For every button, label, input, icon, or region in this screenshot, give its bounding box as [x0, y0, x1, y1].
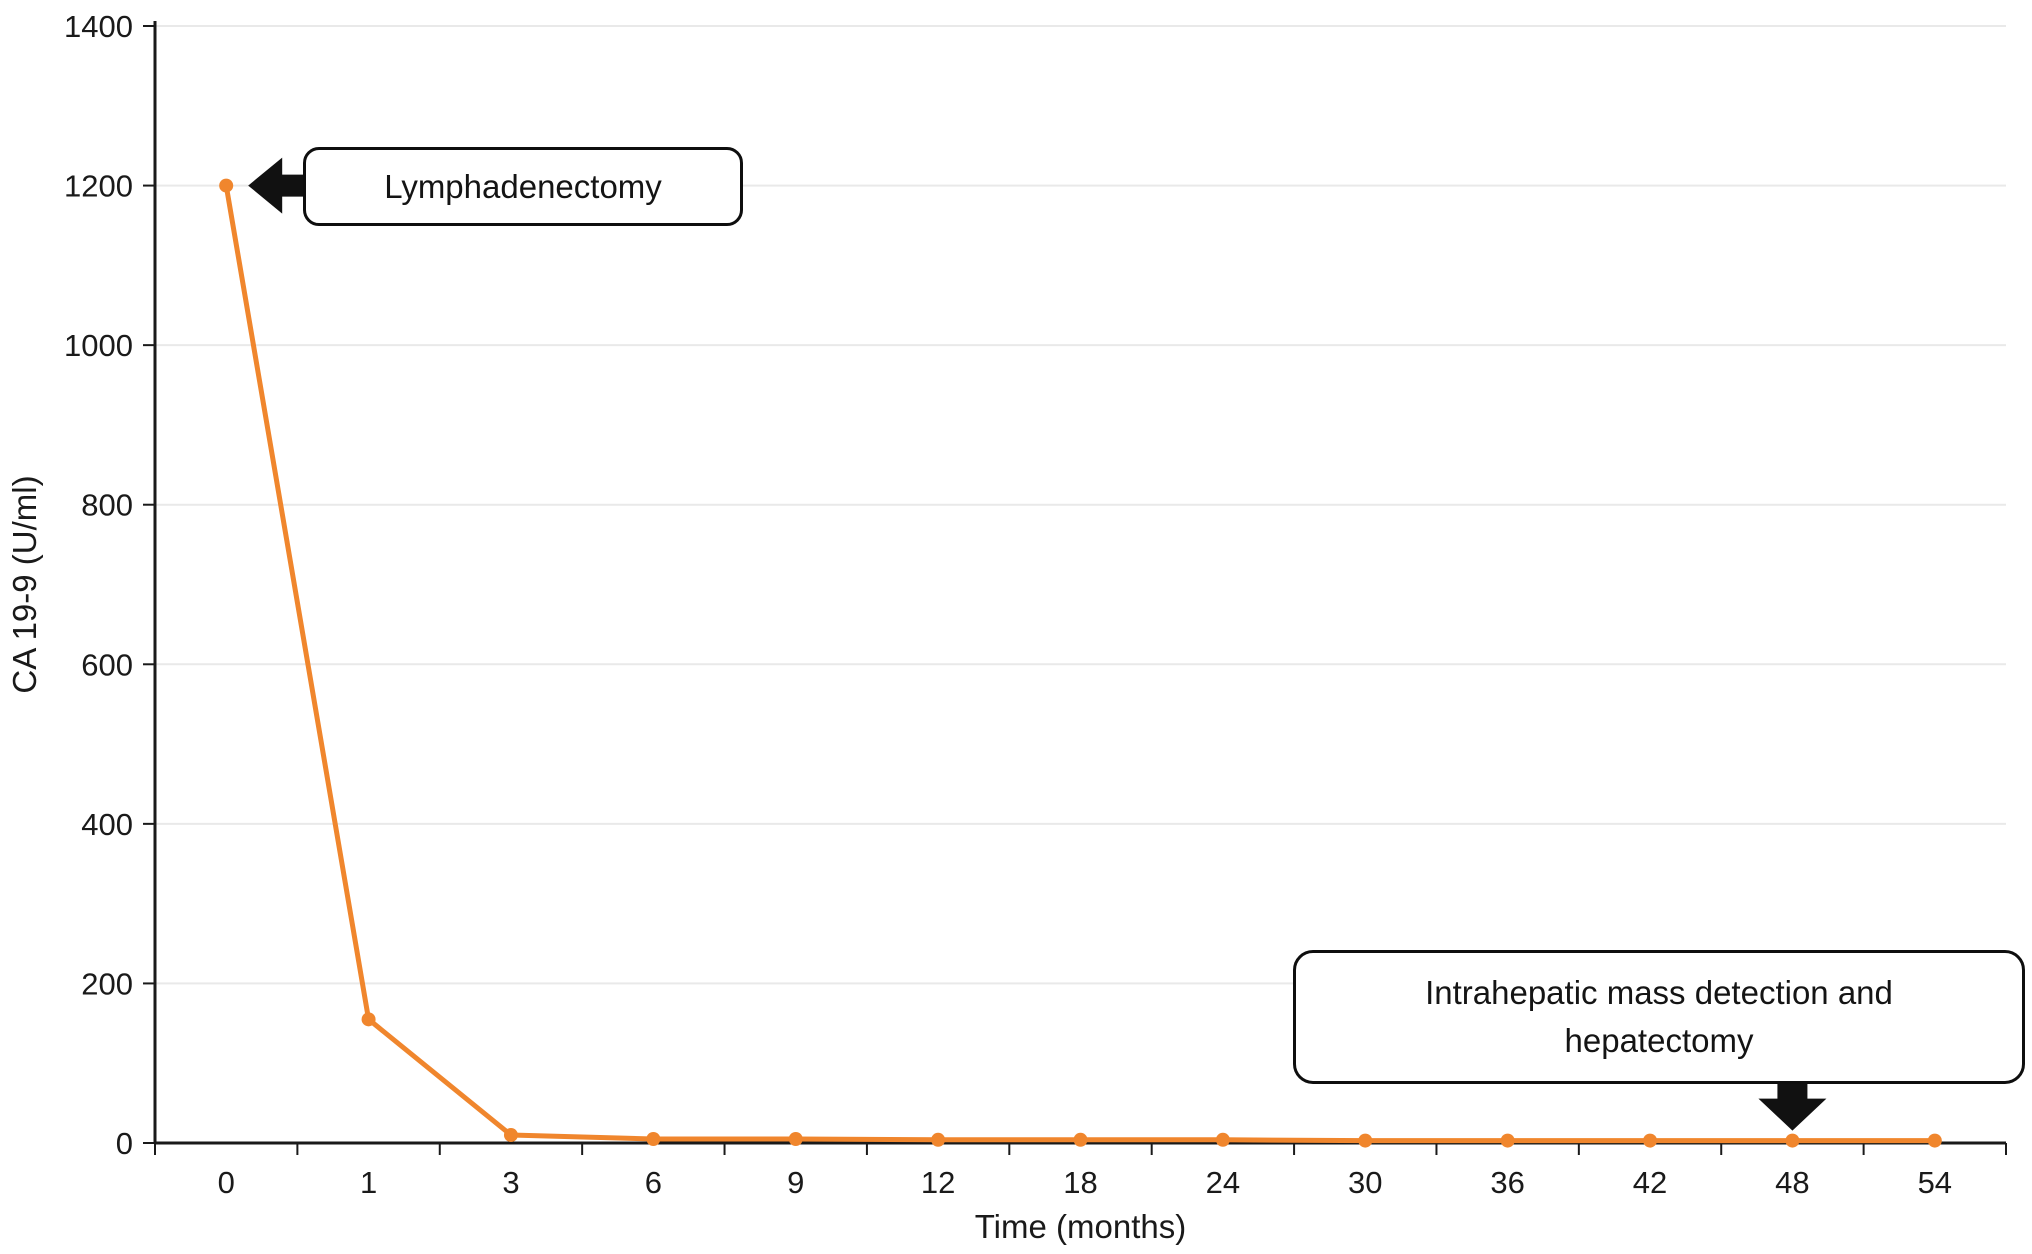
x-tick-label: 36	[1490, 1165, 1524, 1200]
annotation-lymphadenectomy: Lymphadenectomy	[303, 147, 743, 226]
y-tick-label: 200	[81, 966, 133, 1001]
y-tick-label: 1400	[64, 9, 133, 44]
data-point	[646, 1132, 661, 1147]
y-tick-label: 400	[81, 807, 133, 842]
annotation-hepatectomy: Intrahepatic mass detection and hepatect…	[1293, 950, 2025, 1084]
data-point	[1073, 1132, 1088, 1147]
x-tick-label: 12	[921, 1165, 955, 1200]
y-axis-title: CA 19-9 (U/ml)	[6, 475, 43, 693]
x-axis-title: Time (months)	[975, 1208, 1186, 1245]
annotation-hepatectomy-line2: hepatectomy	[1564, 1022, 1754, 1059]
arrow-down-hepatectomy	[1758, 1080, 1827, 1131]
data-point	[1358, 1133, 1373, 1148]
y-tick-label: 800	[81, 488, 133, 523]
data-point	[931, 1132, 946, 1147]
data-point	[788, 1132, 803, 1147]
y-tick-label: 600	[81, 647, 133, 682]
x-tick-label: 0	[218, 1165, 235, 1200]
y-tick-label: 1200	[64, 169, 133, 204]
x-tick-label: 3	[502, 1165, 519, 1200]
annotation-hepatectomy-line1: Intrahepatic mass detection and	[1425, 974, 1893, 1012]
data-point	[361, 1012, 376, 1027]
y-tick-label: 0	[116, 1126, 133, 1161]
y-tick-label: 1000	[64, 328, 133, 363]
x-tick-label: 1	[360, 1165, 377, 1200]
data-point	[1927, 1133, 1942, 1148]
x-tick-label: 54	[1918, 1165, 1952, 1200]
data-point	[1215, 1132, 1230, 1147]
x-tick-label: 6	[645, 1165, 662, 1200]
x-tick-label: 24	[1206, 1165, 1240, 1200]
data-point	[219, 178, 234, 193]
x-tick-label: 48	[1775, 1165, 1809, 1200]
annotation-lymphadenectomy-text: Lymphadenectomy	[384, 167, 662, 205]
x-tick-label: 42	[1633, 1165, 1667, 1200]
data-point	[1785, 1133, 1800, 1148]
x-tick-label: 30	[1348, 1165, 1382, 1200]
data-point	[503, 1128, 518, 1143]
x-tick-label: 18	[1063, 1165, 1097, 1200]
arrow-left-lymphadenectomy	[248, 157, 311, 214]
x-tick-label: 9	[787, 1165, 804, 1200]
data-point	[1643, 1133, 1658, 1148]
data-point	[1500, 1133, 1515, 1148]
